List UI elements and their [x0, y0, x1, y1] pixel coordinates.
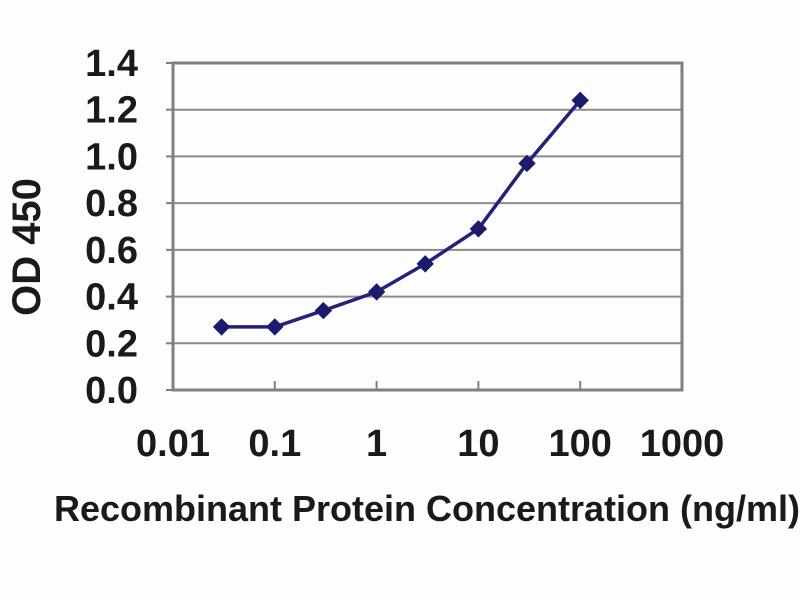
y-tick-label: 0.2 — [85, 323, 138, 365]
x-tick-label: 1 — [366, 423, 387, 465]
chart-layers: 0.0 0.20.4 0.6 0.8 1.01.2 1.4 0.01 0.1 1 10 100 100… — [85, 43, 724, 465]
data-point-marker — [314, 301, 333, 320]
x-tick-label: 0.1 — [248, 423, 301, 465]
data-point-marker — [367, 283, 386, 301]
x-tick-label: 1000 — [640, 423, 725, 465]
data-point-marker — [212, 318, 231, 336]
x-axis-title: Recombinant Protein Concentration (ng/ml… — [54, 488, 800, 529]
y-axis-title: OD 450 — [5, 178, 49, 316]
data-point-marker — [416, 255, 434, 273]
y-tick-label: 0.6 — [85, 230, 138, 272]
x-tick-label: 100 — [548, 423, 611, 465]
x-tick-label: 0.01 — [136, 423, 210, 465]
plot-border — [171, 61, 684, 392]
y-tick-label: 1.2 — [85, 90, 138, 132]
data-point-marker — [571, 91, 589, 110]
data-point-marker — [518, 154, 536, 173]
y-tick-label: 0.0 — [85, 370, 138, 412]
y-tick-label: 1.4 — [85, 43, 138, 85]
y-tick-label: 0.4 — [85, 277, 138, 319]
series-line — [219, 98, 582, 329]
data-point-marker — [469, 220, 488, 238]
x-tick-label: 10 — [457, 423, 499, 465]
y-tick-label: 1.0 — [85, 136, 138, 178]
y-tick-label: 0.8 — [85, 183, 138, 225]
data-point-marker — [266, 318, 284, 336]
